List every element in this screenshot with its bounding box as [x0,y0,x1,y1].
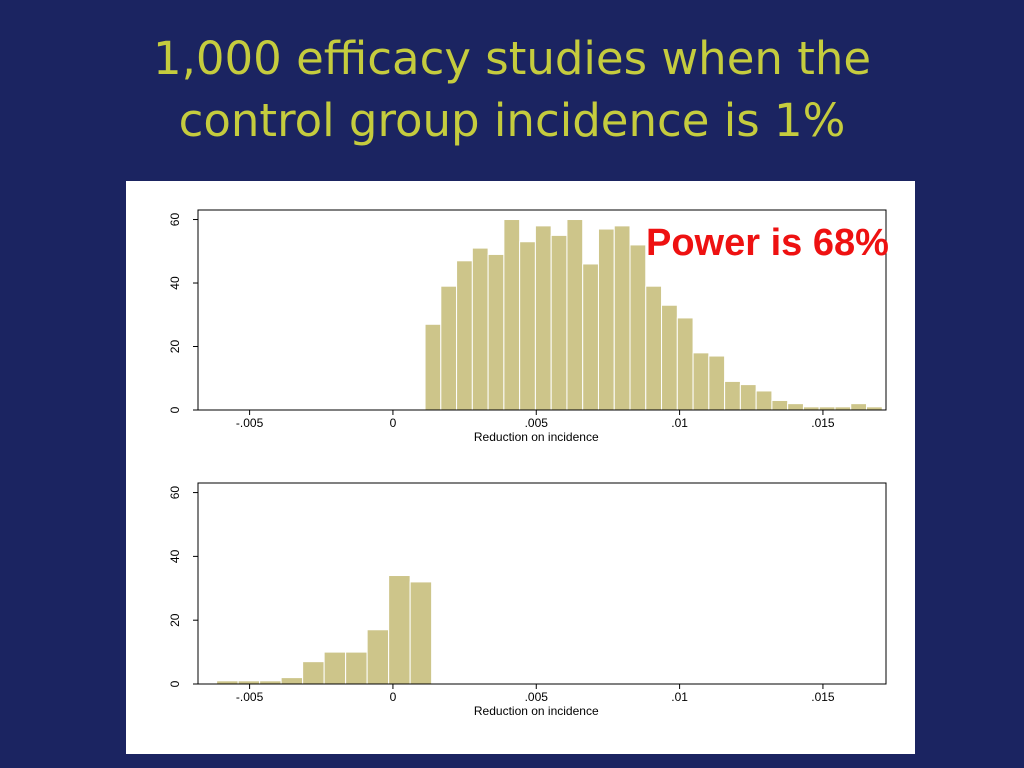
slide-title-line-1: 1,000 efficacy studies when the [152,32,872,85]
chart-1-x-tick-label: .015 [811,416,835,430]
chart-2-x-tick-label: 0 [390,690,397,704]
chart-1-bar [692,352,710,411]
chart-1-x-tick-label: -.005 [236,416,264,430]
chart-1-y-tick-label: 20 [168,340,182,354]
power-annotation: Power is 68% [646,222,889,264]
chart-1-bar [755,390,773,411]
chart-1-bar [534,225,552,411]
chart-1-bar [487,253,505,411]
chart-1-bar [739,384,757,411]
chart-1-bar [613,225,631,411]
chart-2-bar [345,651,368,685]
chart-1-bar [424,323,442,411]
chart-1-plot-frame [197,209,887,411]
chart-1-x-tick-label: .01 [671,416,688,430]
chart-1-bar [850,403,868,411]
chart-2-x-tick-label: .01 [671,690,688,704]
chart-1-bar [661,304,678,411]
chart-1-bar [519,241,536,411]
chart-1-bar [471,247,489,411]
chart-2-y-tick-label: 40 [168,549,182,563]
chart-2-bar [366,629,390,685]
slide-title-line-2: control group incidence is 1% [178,94,846,147]
chart-1-bar [566,219,584,411]
chart-2-bar [409,581,433,685]
chart-1-bar [582,263,599,411]
chart-1-bar [645,285,663,411]
chart-1-x-tick-label: .005 [525,416,549,430]
chart-1-x-axis-label: Reduction on incidence [474,430,599,444]
chart-2-x-axis-label: Reduction on incidence [474,704,599,718]
chart-1-bar [708,355,726,411]
chart-2-y-tick-label: 20 [168,613,182,627]
chart-2-bar [323,651,347,685]
chart-1-bar [456,260,473,411]
chart-1-bar [771,399,789,411]
chart-2-x-tick-label: .005 [525,690,549,704]
histogram-charts: -.005 0 .005 .01 .015 0 20 40 60 Reduction on inc… [168,209,887,718]
chart-1-bar [597,228,615,411]
chart-1-bar [440,285,458,411]
chart-2-y-tick-label: 0 [168,680,182,687]
chart-panel: -.005 0 .005 .01 .015 0 20 40 60 Reduction on inc… [126,181,915,754]
chart-2-bar [388,575,411,685]
slide-title: 1,000 efficacy studies when the control … [0,28,1024,152]
chart-1-y-tick-label: 60 [168,213,182,227]
chart-2-plot-frame [197,482,887,685]
chart-1-bar [550,234,568,411]
chart-2-bar [302,661,325,685]
chart-1-bar [676,317,694,411]
chart-1-x-tick-label: 0 [390,416,397,430]
chart-2-x-tick-label: -.005 [236,690,264,704]
chart-1-bar [787,403,804,411]
chart-1-y-tick-label: 40 [168,276,182,290]
chart-1-bar [629,244,647,411]
chart-2-x-tick-label: .015 [811,690,835,704]
chart-1-y-tick-label: 0 [168,406,182,413]
chart-1-bar [724,380,741,411]
chart-2-bar [280,677,304,685]
chart-1-bar [503,219,521,411]
chart-2-y-tick-label: 60 [168,486,182,500]
